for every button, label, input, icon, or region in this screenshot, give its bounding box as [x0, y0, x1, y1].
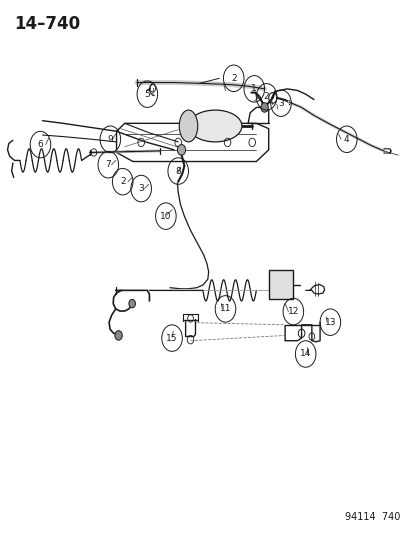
Text: 7: 7: [105, 160, 111, 169]
Text: 4: 4: [343, 135, 349, 144]
Text: 8: 8: [175, 166, 180, 175]
Text: 2: 2: [230, 74, 236, 83]
Circle shape: [177, 144, 185, 155]
Ellipse shape: [179, 110, 197, 142]
Text: 10: 10: [160, 212, 171, 221]
Text: 11: 11: [219, 304, 231, 313]
Text: 14–740: 14–740: [14, 14, 80, 33]
Circle shape: [260, 103, 268, 112]
Text: c: c: [280, 285, 285, 294]
Text: 1: 1: [251, 84, 256, 93]
Text: 14: 14: [299, 350, 311, 359]
Text: 12: 12: [287, 307, 298, 316]
Text: 3: 3: [138, 184, 144, 193]
Circle shape: [115, 330, 122, 340]
Text: 94114  740: 94114 740: [344, 512, 399, 522]
Text: 2: 2: [263, 92, 269, 101]
Text: 5: 5: [144, 90, 150, 99]
Text: 9: 9: [107, 135, 113, 144]
Text: 15: 15: [166, 334, 177, 343]
FancyBboxPatch shape: [268, 270, 293, 300]
Text: 6: 6: [38, 140, 43, 149]
Text: 13: 13: [324, 318, 335, 327]
Text: 2: 2: [120, 177, 125, 186]
Ellipse shape: [188, 110, 241, 142]
Circle shape: [128, 300, 135, 308]
Text: 3: 3: [278, 99, 283, 108]
